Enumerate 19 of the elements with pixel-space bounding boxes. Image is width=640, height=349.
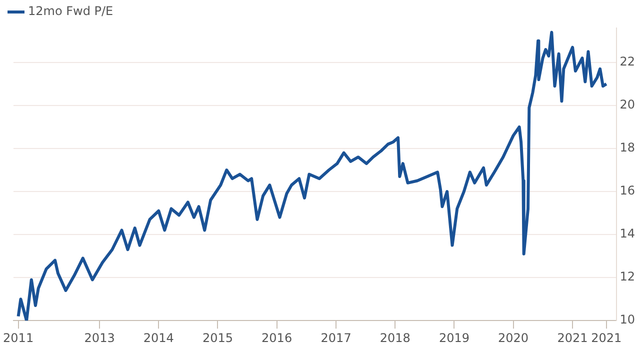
x-tick-label: 2019 (438, 330, 470, 345)
x-tick-label: 2020 (498, 330, 529, 345)
x-tick-label: 2021 (557, 330, 588, 345)
x-tick-label: 2013 (84, 330, 115, 345)
y-tick-label: 14 (620, 226, 636, 241)
x-tick-label: 2016 (262, 330, 292, 345)
y-tick-label: 16 (620, 184, 636, 198)
y-tick-label: 18 (620, 140, 636, 155)
x-tick-label: 2011 (3, 330, 34, 345)
y-tick-label: 20 (620, 98, 636, 112)
x-tick-label: 2017 (320, 330, 352, 345)
y-tick-label: 10 (620, 312, 636, 327)
x-tick-label: 2015 (202, 330, 233, 345)
legend-label: 12mo Fwd P/E (28, 4, 114, 18)
y-tick-label: 22 (620, 54, 636, 69)
y-tick-label: 12 (620, 270, 636, 284)
x-tick-label: 2018 (380, 330, 410, 345)
x-tick-label: 2014 (143, 330, 174, 345)
x-tick-label: 2021 (591, 330, 622, 345)
